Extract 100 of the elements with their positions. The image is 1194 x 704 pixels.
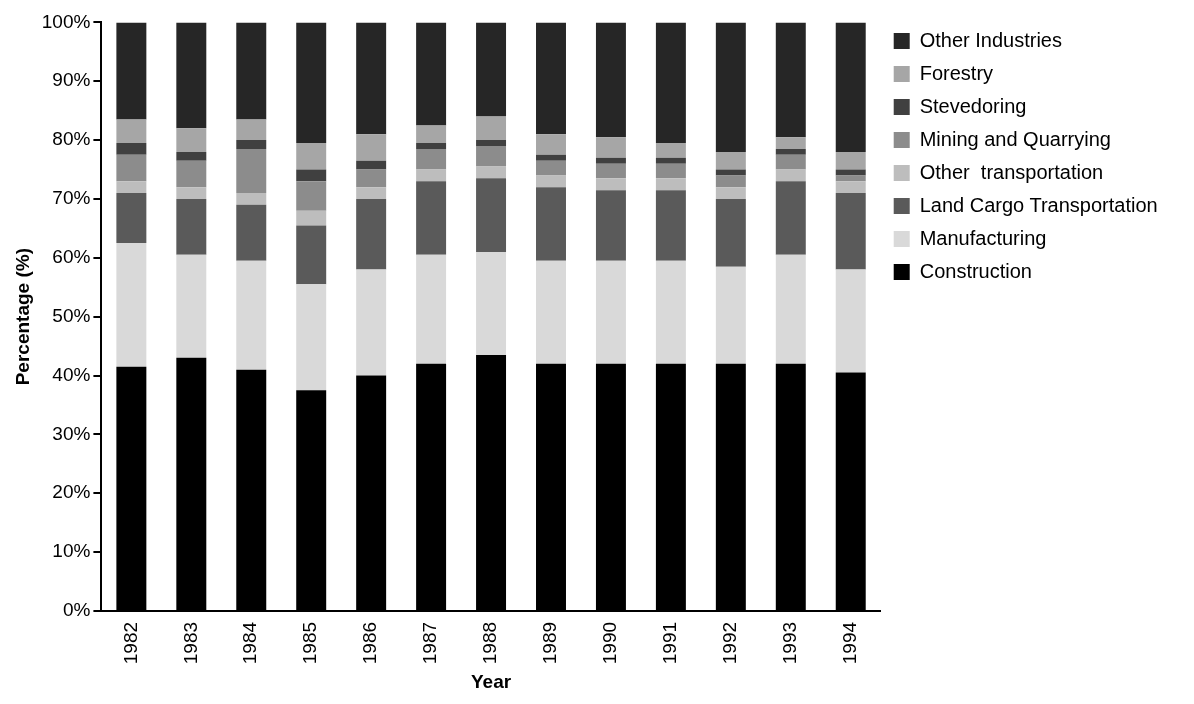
- bar: [715, 187, 746, 199]
- bar: [655, 22, 686, 144]
- bar: [116, 243, 147, 367]
- bar: [775, 22, 806, 138]
- y-tick-label: 30%: [52, 422, 91, 444]
- bar: [655, 163, 686, 179]
- bar: [476, 140, 507, 146]
- y-tick-label: 0%: [62, 599, 91, 621]
- x-tick-label: 1982: [119, 621, 141, 665]
- y-tick-label: 40%: [52, 363, 91, 385]
- bar: [416, 148, 447, 170]
- y-tick-label: 90%: [52, 69, 91, 91]
- bar: [536, 134, 566, 155]
- bar: [536, 160, 566, 176]
- bar: [176, 187, 207, 199]
- bar: [536, 260, 566, 364]
- x-tick-label: 1985: [299, 621, 321, 665]
- bar: [356, 160, 387, 170]
- bar: [356, 187, 387, 199]
- bar: [775, 254, 806, 364]
- x-tick-label: 1994: [838, 621, 860, 665]
- bar: [775, 148, 806, 155]
- bar: [536, 175, 566, 188]
- legend-label: Other Industries: [919, 28, 1063, 51]
- bar: [236, 260, 267, 370]
- bar: [296, 181, 327, 211]
- x-tick-label: 1986: [359, 621, 381, 665]
- bar: [595, 190, 626, 261]
- legend-label: Other transportation: [919, 160, 1104, 183]
- bar: [416, 125, 447, 144]
- bar: [476, 166, 507, 179]
- x-axis-title: Year: [470, 670, 512, 692]
- bar: [835, 22, 866, 152]
- bar: [116, 119, 147, 144]
- bar: [176, 160, 207, 188]
- legend-label: Manufacturing: [919, 226, 1047, 249]
- bar: [116, 22, 147, 120]
- bar: [236, 148, 267, 194]
- bar: [116, 181, 147, 194]
- bar: [476, 116, 507, 141]
- bar: [296, 210, 327, 226]
- legend-label: Forestry: [919, 61, 994, 84]
- bar: [416, 254, 447, 364]
- bar: [595, 137, 626, 158]
- bar: [236, 119, 267, 141]
- bar: [116, 193, 147, 244]
- bar: [715, 266, 746, 364]
- y-tick-label: 60%: [52, 246, 91, 268]
- x-tick-label: 1983: [179, 621, 201, 665]
- bar: [116, 143, 147, 155]
- x-tick-label: 1989: [539, 621, 561, 665]
- bar: [176, 22, 207, 129]
- x-tick-label: 1988: [479, 621, 501, 665]
- bar: [416, 169, 447, 182]
- bar: [715, 151, 746, 170]
- bar: [176, 151, 207, 161]
- x-tick-label: 1991: [659, 621, 681, 665]
- legend-label: Mining and Quarrying: [919, 127, 1111, 150]
- bar: [236, 204, 267, 261]
- bar: [176, 254, 207, 358]
- legend-label: Construction: [919, 259, 1032, 282]
- bar: [296, 284, 327, 391]
- y-tick-label: 80%: [52, 128, 91, 150]
- bar: [236, 193, 267, 205]
- legend-label: Land Cargo Transportation: [919, 193, 1158, 216]
- bar: [236, 22, 267, 120]
- bar: [536, 154, 566, 161]
- bar: [595, 163, 626, 179]
- x-tick-label: 1992: [719, 621, 741, 665]
- bar: [835, 181, 866, 194]
- bar: [655, 178, 686, 191]
- bar: [835, 151, 866, 170]
- x-tick-label: 1990: [599, 621, 621, 665]
- bar: [775, 137, 806, 149]
- x-tick-label: 1987: [419, 621, 441, 665]
- y-tick-label: 70%: [52, 187, 91, 209]
- bar: [655, 190, 686, 261]
- bar: [416, 22, 447, 126]
- bar: [595, 178, 626, 191]
- bar: [536, 187, 566, 261]
- bar: [775, 154, 806, 170]
- bar: [655, 157, 686, 164]
- y-tick-label: 100%: [41, 10, 91, 32]
- bar: [356, 134, 387, 161]
- bar: [655, 260, 686, 364]
- bar: [655, 143, 686, 158]
- bar: [296, 143, 327, 170]
- bar: [176, 198, 207, 255]
- bar: [236, 140, 267, 149]
- bar: [835, 175, 866, 182]
- bar: [715, 198, 746, 267]
- y-axis-title: Percentage (%): [11, 248, 33, 386]
- bar: [416, 181, 447, 255]
- bar: [835, 269, 866, 373]
- bar: [715, 22, 746, 152]
- bar: [356, 169, 387, 188]
- y-tick-label: 50%: [52, 304, 91, 326]
- bar: [476, 178, 507, 252]
- bar: [476, 145, 507, 167]
- bar: [835, 193, 866, 270]
